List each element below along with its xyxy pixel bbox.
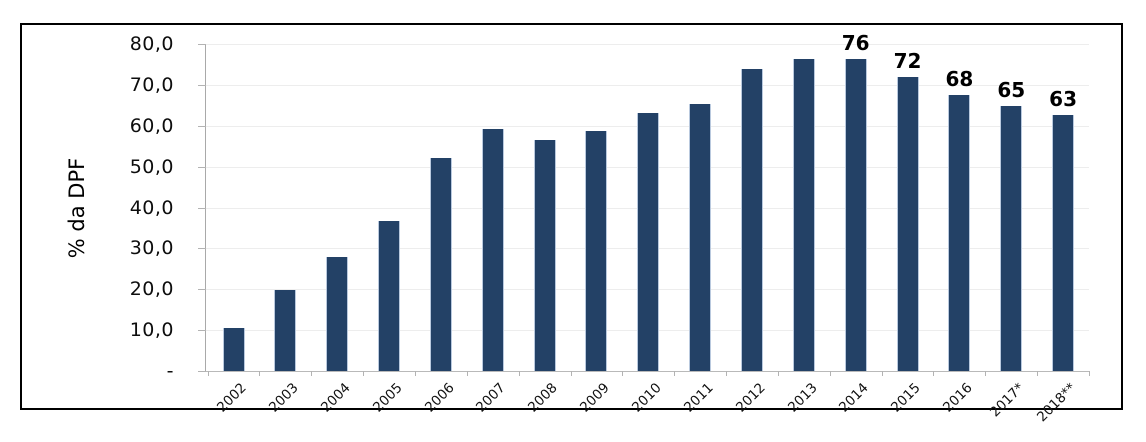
y-axis-tick <box>198 330 206 332</box>
x-axis-tick <box>985 371 987 376</box>
y-axis-tick-label: 50,0 <box>129 155 174 178</box>
bar <box>585 130 608 371</box>
x-axis-tick <box>570 371 572 376</box>
bar <box>896 77 919 371</box>
bar-value-label: 65 <box>997 77 1026 102</box>
y-axis-tick-label: 60,0 <box>129 114 174 137</box>
x-axis-tick <box>311 371 313 376</box>
bar <box>689 104 712 371</box>
bar <box>481 129 504 371</box>
x-axis-tick <box>259 371 261 376</box>
x-axis-tick <box>466 371 468 376</box>
bar <box>378 221 401 371</box>
x-axis-tick-label: 2009 <box>577 380 613 416</box>
bar <box>844 58 867 371</box>
x-axis-tick <box>1037 371 1039 376</box>
bar <box>637 112 660 371</box>
x-axis-tick-label: 2007 <box>473 380 510 416</box>
bar <box>222 328 245 371</box>
x-axis-tick-label: 2003 <box>266 380 302 416</box>
y-axis-tick-label: 70,0 <box>129 73 174 96</box>
x-axis-tick <box>881 371 883 376</box>
x-axis-tick-label: 2012 <box>732 380 769 416</box>
y-axis-tick <box>198 84 206 86</box>
x-axis-tick-label: 2002 <box>214 380 250 416</box>
y-axis-tick-label: 40,0 <box>129 196 174 219</box>
x-axis-tick <box>674 371 676 376</box>
bar <box>948 95 971 371</box>
y-axis-tick <box>198 289 206 291</box>
bar <box>792 58 815 371</box>
bar <box>741 68 763 371</box>
y-axis-tick-label: 10,0 <box>129 319 174 342</box>
x-axis-tick-label: 2015 <box>888 380 924 416</box>
bar-value-label: 72 <box>893 49 922 74</box>
x-axis-tick <box>1089 371 1091 376</box>
x-axis-tick <box>726 371 728 376</box>
x-axis-tick-label: 2010 <box>629 380 665 416</box>
y-axis-tick <box>198 44 206 45</box>
y-axis-tick-label: - <box>166 360 174 382</box>
x-axis-tick-label: 2008 <box>525 380 561 416</box>
x-axis-tick-label: 2013 <box>784 380 821 416</box>
gridline <box>206 44 1089 45</box>
x-axis-tick-label: 2004 <box>317 380 354 416</box>
x-axis-tick-label: 2006 <box>421 380 458 416</box>
chart-frame: % da DPF 2002 2003 2004 2005 2006 2007 2008 200… <box>20 23 1123 425</box>
bar <box>274 290 297 371</box>
x-axis-tick-label: 2018** <box>1034 380 1080 426</box>
x-axis-line <box>206 371 1089 373</box>
bar <box>326 257 349 371</box>
y-axis-tick <box>198 125 206 127</box>
bar <box>1052 115 1075 371</box>
x-axis-tick <box>933 371 935 376</box>
x-axis-tick-label: 2016 <box>940 380 976 416</box>
x-axis-tick-label: 2014 <box>836 380 873 416</box>
bar-value-label: 68 <box>945 67 974 92</box>
bar-value-label: 63 <box>1049 87 1078 112</box>
bar <box>533 140 556 371</box>
x-axis-tick <box>518 371 520 376</box>
x-axis-tick <box>622 371 624 376</box>
y-axis-tick <box>198 371 206 372</box>
x-axis-tick-label: 2011 <box>680 380 717 416</box>
bar-value-label: 76 <box>841 30 870 55</box>
x-axis-tick <box>363 371 365 376</box>
x-axis-tick <box>777 371 779 376</box>
bar <box>429 157 452 371</box>
y-axis-tick-label: 80,0 <box>129 33 174 55</box>
x-axis-tick-label: 2005 <box>369 380 406 416</box>
plot-area: 2002 2003 2004 2005 2006 2007 2008 2009 2010 2011… <box>198 31 1091 425</box>
x-axis-tick <box>414 371 416 376</box>
y-axis-tick-label: 30,0 <box>129 237 174 260</box>
x-axis-tick <box>829 371 831 376</box>
bar <box>1000 105 1023 371</box>
y-axis-tick <box>198 207 206 209</box>
y-axis-tick-label: 20,0 <box>129 278 174 301</box>
y-axis-tick <box>198 166 206 168</box>
x-axis-tick <box>207 371 209 376</box>
gridline <box>206 84 1089 86</box>
x-axis-tick-label: 2017* <box>987 380 1028 421</box>
y-axis-tick <box>198 248 206 250</box>
